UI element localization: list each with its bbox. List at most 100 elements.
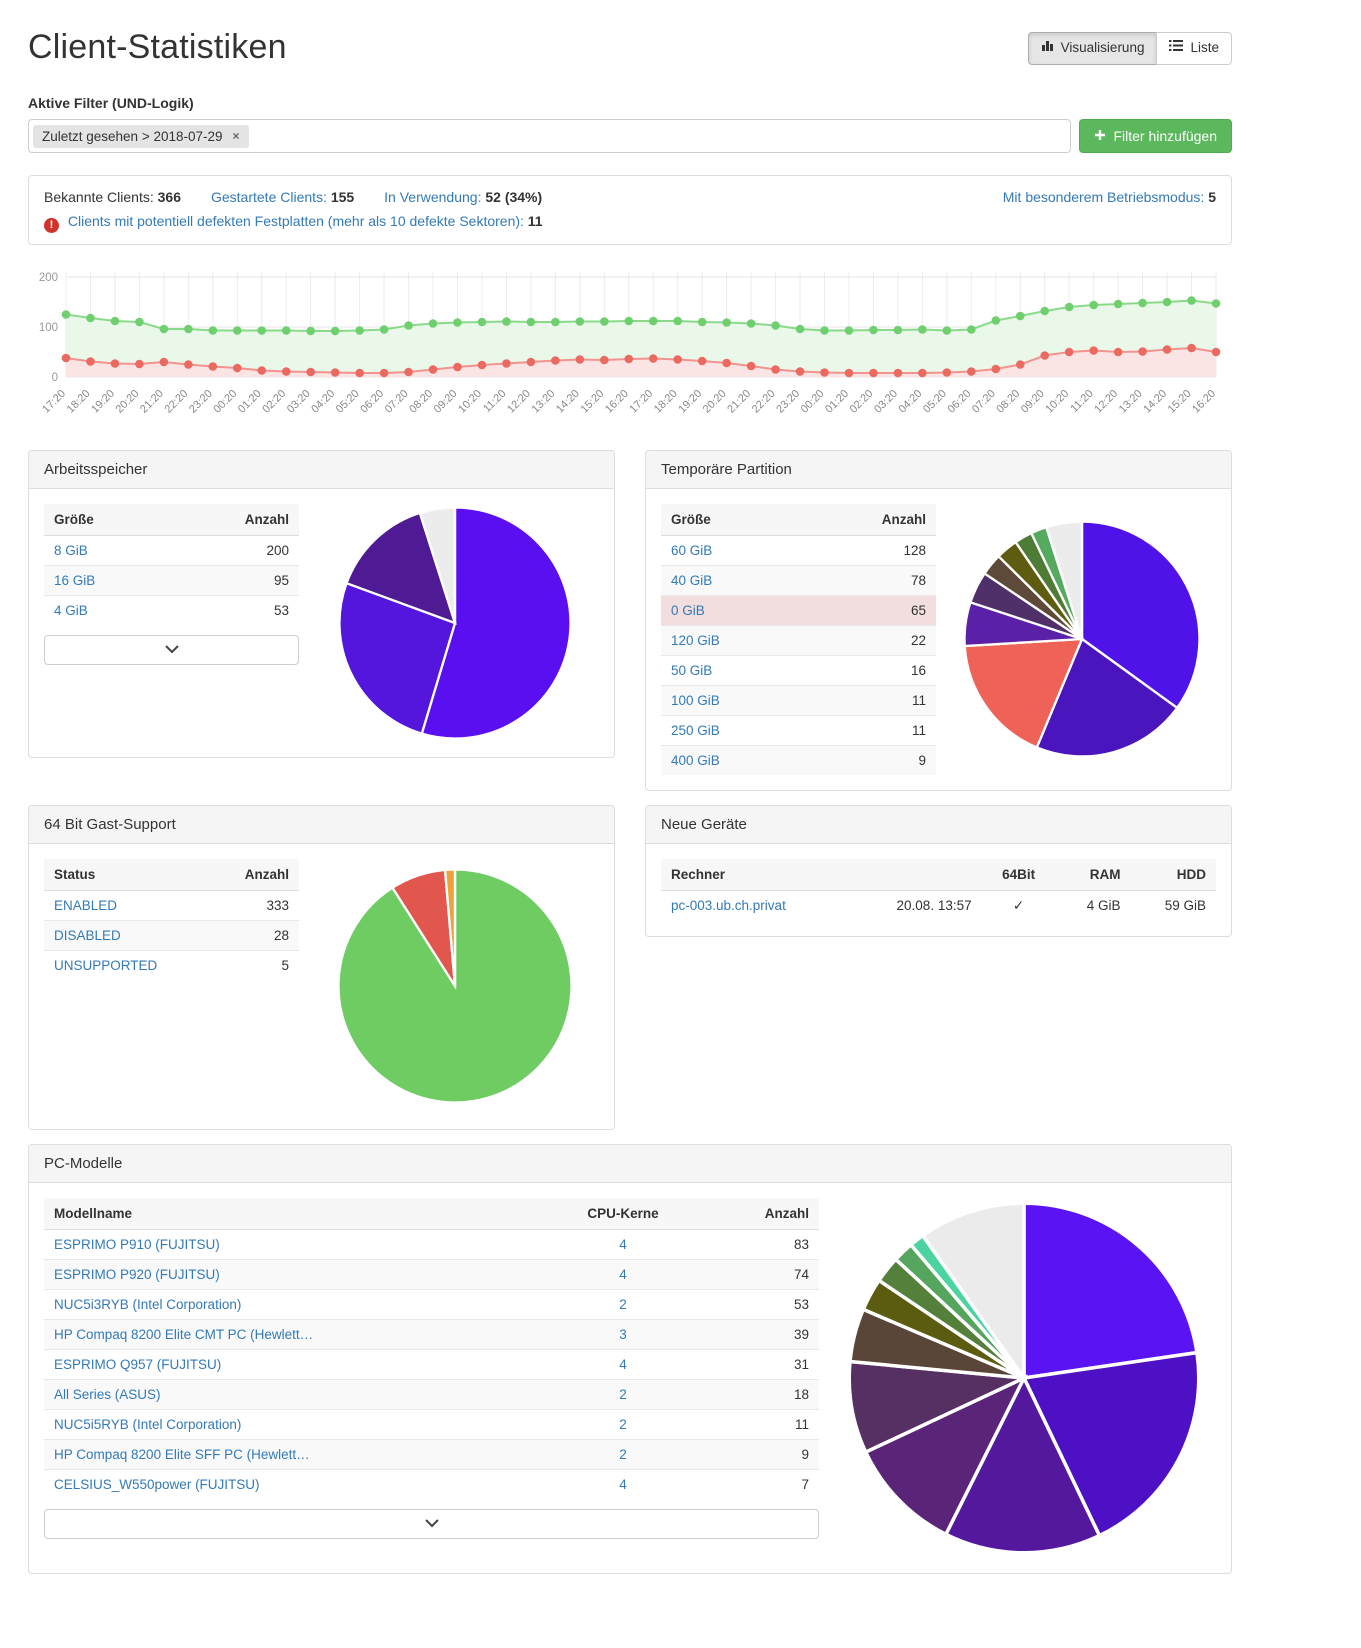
svg-text:15:20: 15:20: [578, 387, 606, 415]
list-icon: [1169, 39, 1184, 58]
table-row: 60 GiB 128: [671, 542, 926, 558]
table-cell-link[interactable]: 50 GiB: [671, 662, 713, 678]
table-row: HP Compaq 8200 Elite CMT PC (Hewlett… 3 39: [44, 1318, 819, 1350]
table-cell-link[interactable]: 4: [619, 1266, 627, 1282]
table-cell-link[interactable]: 4 GiB: [54, 602, 88, 618]
svg-text:13:20: 13:20: [1117, 387, 1145, 415]
table-cell-link[interactable]: 120 GiB: [671, 632, 720, 648]
table-row: pc-003.ub.ch.privat 20.08. 13:57 ✓ 4 GiB 59 …: [671, 897, 1206, 914]
table-cell-link[interactable]: 4: [619, 1356, 627, 1372]
table-cell-link[interactable]: 60 GiB: [671, 542, 713, 558]
view-toggle: Visualisierung Liste: [1027, 32, 1232, 65]
table-cell-link[interactable]: ESPRIMO P910 (FUJITSU): [54, 1236, 220, 1252]
column-header: Größe: [44, 503, 169, 536]
table-cell-link[interactable]: ENABLED: [54, 897, 118, 913]
table-cell-link[interactable]: 2: [619, 1386, 627, 1402]
svg-text:09:20: 09:20: [432, 387, 460, 415]
inuse-clients: In Verwendung: 52 (34%): [384, 189, 543, 205]
panel-title: Neue Geräte: [646, 805, 1231, 844]
show-more-button[interactable]: [44, 634, 299, 665]
panel-title: PC-Modelle: [29, 1144, 1231, 1183]
table-cell-link[interactable]: HP Compaq 8200 Elite SFF PC (Hewlett…: [54, 1446, 310, 1462]
inuse-clients-link[interactable]: In Verwendung:: [384, 189, 482, 205]
panels-row-2: 64 Bit Gast-Support Status Anzahl ENABLED 3…: [28, 804, 1232, 1144]
table-cell-link[interactable]: All Series (ASUS): [54, 1386, 161, 1402]
page-title: Client-Statistiken: [28, 28, 287, 66]
svg-text:02:20: 02:20: [260, 387, 288, 415]
table-cell-link[interactable]: 0 GiB: [671, 602, 705, 618]
table-cell-link[interactable]: 250 GiB: [671, 722, 720, 738]
show-more-button[interactable]: [44, 1508, 819, 1539]
table-cell-link[interactable]: NUC5i3RYB (Intel Corporation): [54, 1296, 242, 1312]
table-cell-link[interactable]: 2: [619, 1446, 627, 1462]
svg-text:19:20: 19:20: [676, 387, 704, 415]
svg-text:16:20: 16:20: [603, 387, 631, 415]
filter-input[interactable]: Zuletzt gesehen > 2018-07-29 ×: [28, 119, 1072, 153]
table-row: 0 GiB 65: [661, 594, 936, 626]
svg-text:03:20: 03:20: [872, 387, 900, 415]
warning-icon: !: [44, 217, 59, 233]
svg-text:20:20: 20:20: [701, 387, 729, 415]
started-clients-link[interactable]: Gestartete Clients:: [210, 189, 327, 205]
panel-neue-geraete: Neue Geräte Rechner 64Bit RAM HDD pc-003.ub.…: [645, 804, 1232, 937]
table-cell-link[interactable]: pc-003.ub.ch.privat: [671, 898, 786, 914]
filter-tag[interactable]: Zuletzt gesehen > 2018-07-29 ×: [33, 124, 249, 148]
table-row: 8 GiB 200: [54, 542, 289, 558]
svg-text:12:20: 12:20: [505, 387, 533, 415]
svg-text:13:20: 13:20: [530, 387, 558, 415]
table-cell-link[interactable]: 8 GiB: [54, 542, 88, 558]
table-cell-link[interactable]: NUC5i5RYB (Intel Corporation): [54, 1416, 242, 1432]
table-cell-link[interactable]: DISABLED: [54, 927, 121, 943]
special-mode-link[interactable]: Mit besonderem Betriebsmodus:: [1002, 189, 1205, 205]
visualisierung-label: Visualisierung: [1060, 40, 1145, 55]
svg-text:14:20: 14:20: [1141, 387, 1169, 415]
table-cell-link[interactable]: 3: [619, 1326, 627, 1342]
defect-clients-link[interactable]: Clients mit potentiell defekten Festplat…: [67, 212, 524, 229]
table-cell-link[interactable]: HP Compaq 8200 Elite CMT PC (Hewlett…: [54, 1326, 314, 1342]
table-cell-link[interactable]: UNSUPPORTED: [54, 957, 158, 973]
column-header: Anzahl: [211, 858, 299, 891]
svg-text:07:20: 07:20: [383, 387, 411, 415]
svg-text:16:20: 16:20: [1190, 387, 1218, 415]
table-row: 16 GiB 95: [44, 564, 299, 596]
svg-text:04:20: 04:20: [309, 387, 337, 415]
table-cell-link[interactable]: 400 GiB: [671, 752, 720, 768]
svg-text:20:20: 20:20: [114, 387, 142, 415]
table-row: UNSUPPORTED 5: [44, 949, 299, 980]
liste-button[interactable]: Liste: [1156, 32, 1232, 65]
table-cell-link[interactable]: 16 GiB: [54, 572, 96, 588]
new-devices-table: Rechner 64Bit RAM HDD pc-003.ub.ch.privat 20.…: [661, 858, 1216, 921]
table-row: ENABLED 333: [54, 897, 289, 913]
table-cell-link[interactable]: 40 GiB: [671, 572, 713, 588]
visualisierung-button[interactable]: Visualisierung: [1027, 32, 1158, 65]
svg-text:21:20: 21:20: [138, 387, 166, 415]
table-row: 250 GiB 11: [661, 714, 936, 746]
svg-text:06:20: 06:20: [945, 387, 973, 415]
add-filter-button[interactable]: Filter hinzufügen: [1079, 119, 1232, 153]
temp-partition-table: Größe Anzahl 60 GiB 128 40 GiB 78 0 GiB 65 120 G…: [661, 503, 936, 775]
panel-pc-modelle: PC-Modelle Modellname CPU-Kerne Anzahl ESPR…: [28, 1143, 1232, 1574]
table-row: ESPRIMO Q957 (FUJITSU) 4 31: [44, 1348, 819, 1380]
svg-text:100: 100: [39, 322, 58, 334]
table-cell-link[interactable]: 100 GiB: [671, 692, 720, 708]
svg-text:09:20: 09:20: [1019, 387, 1047, 415]
svg-text:200: 200: [39, 272, 58, 284]
close-icon[interactable]: ×: [232, 129, 240, 143]
table-cell-link[interactable]: 2: [619, 1296, 627, 1312]
table-row: CELSIUS_W550power (FUJITSU) 4 7: [44, 1468, 819, 1499]
svg-text:00:20: 00:20: [211, 387, 239, 415]
table-cell-link[interactable]: 4: [619, 1476, 627, 1492]
svg-text:10:20: 10:20: [1043, 387, 1071, 415]
table-cell-link[interactable]: ESPRIMO Q957 (FUJITSU): [54, 1356, 222, 1372]
svg-text:12:20: 12:20: [1092, 387, 1120, 415]
panel-64bit-gast-support: 64 Bit Gast-Support Status Anzahl ENABLED 3…: [28, 804, 615, 1130]
table-cell-link[interactable]: ESPRIMO P920 (FUJITSU): [54, 1266, 220, 1282]
pc-models-table: Modellname CPU-Kerne Anzahl ESPRIMO P910 (F…: [44, 1197, 819, 1499]
table-cell-link[interactable]: CELSIUS_W550power (FUJITSU): [54, 1476, 260, 1492]
svg-text:05:20: 05:20: [921, 387, 949, 415]
svg-text:01:20: 01:20: [823, 387, 851, 415]
clients-timeline-chart: 0 100 200 17:20 18:20 19:20 20:20 21:20 22:20 23:…: [28, 265, 1232, 440]
table-cell-link[interactable]: 4: [619, 1236, 627, 1252]
table-cell-link[interactable]: 2: [619, 1416, 627, 1432]
filter-tag-label: Zuletzt gesehen > 2018-07-29: [42, 128, 223, 144]
